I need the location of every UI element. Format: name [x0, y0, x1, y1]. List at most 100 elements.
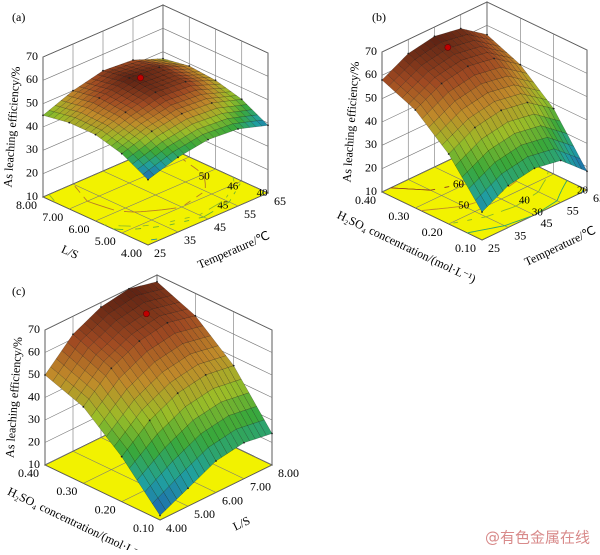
contour-label: 50 [458, 200, 470, 212]
y-tick-label: 65 [274, 194, 286, 208]
surface-patch [161, 466, 175, 487]
surface-patch [170, 102, 183, 110]
surface-point [447, 153, 450, 155]
surface-point [94, 133, 97, 136]
surface-patch [53, 113, 66, 120]
x-tick-label: 7.00 [42, 210, 63, 224]
surface-patch [217, 419, 231, 437]
surface-patch [125, 298, 140, 310]
surface-point [210, 102, 213, 104]
surface-patch [206, 93, 220, 99]
surface-patch [562, 142, 576, 158]
surface-point [440, 82, 443, 85]
surface-patch [527, 80, 541, 92]
surface-point [519, 63, 522, 66]
surface-point [120, 152, 123, 155]
x-tick-label: 0.30 [56, 484, 77, 498]
surface-patch [501, 170, 514, 186]
surface-patch [480, 189, 493, 208]
y-grid-line [408, 179, 509, 228]
watermark: @有色金属在线 [485, 529, 590, 547]
surface-patch [73, 378, 88, 393]
surface-patch [187, 340, 202, 353]
surface-patch [68, 117, 81, 126]
surface-patch [226, 123, 239, 132]
surface-patch [102, 68, 115, 73]
surface-patch [229, 99, 242, 107]
surface-patch [185, 78, 199, 82]
z-axis-title: As leaching efficiency/% [340, 61, 362, 183]
surface-patch [168, 480, 183, 500]
surface-patch [131, 330, 146, 342]
surface-point [128, 287, 130, 290]
contour-label: 40 [519, 194, 531, 206]
surface-patch [518, 116, 531, 131]
surface-patch [506, 75, 520, 87]
surface-point [271, 432, 273, 435]
surface-patch [160, 63, 173, 66]
surface-point [82, 405, 85, 408]
surface-patch [470, 30, 484, 39]
y-grid-line [44, 464, 161, 521]
surface-patch [193, 71, 206, 76]
surface-patch [229, 380, 244, 397]
z-tick-label: 50 [26, 95, 38, 109]
contour-line [112, 183, 241, 230]
surface-patch [176, 66, 190, 70]
surface-patch [200, 93, 214, 99]
y-grid-line [102, 170, 209, 220]
x-tick-label: 0.10 [133, 521, 154, 535]
z-tick-label: 60 [365, 67, 377, 81]
surface-point [102, 69, 104, 72]
surface-patch [213, 439, 228, 458]
surface-chart: 10 20 30 40 50 60 70 0.10 0.20 0.30 0.40 4.00 5.00 6.… [3, 274, 299, 555]
surface-patch [129, 461, 143, 481]
surface-patch [245, 109, 258, 116]
surface-patch [124, 70, 137, 75]
contour-label: 45 [217, 199, 229, 211]
surface-patch [87, 96, 100, 104]
y-tick-label: 4.00 [166, 521, 187, 535]
surface-patch [567, 144, 581, 160]
surface-patch [146, 69, 159, 75]
surface-point [493, 57, 495, 60]
z-tick-label: 70 [26, 49, 38, 63]
surface-chart: 102030405060700.100.200.300.402535455565… [335, 1, 600, 286]
surface-patch [455, 159, 468, 178]
surface-point [188, 65, 191, 67]
surface-patch [250, 406, 265, 423]
surface-patch [490, 178, 504, 197]
surface-patch [473, 40, 487, 48]
surface-patch [208, 443, 222, 462]
surface-patch [145, 79, 158, 85]
surface-point [207, 138, 209, 141]
surface-patch [181, 72, 194, 76]
surface-point [177, 156, 179, 159]
surface-patch [466, 56, 479, 66]
surface-point [407, 52, 410, 55]
surface-point [243, 441, 245, 444]
contour-label: 40 [257, 187, 269, 199]
surface-patch [83, 398, 97, 418]
surface-patch [121, 449, 136, 469]
surface-point [150, 130, 153, 133]
surface-patch [161, 82, 174, 89]
y-tick-label: 55 [567, 203, 579, 217]
x-tick-label: 0.10 [455, 241, 476, 255]
z-tick-label: 30 [365, 137, 377, 151]
surface-point [414, 109, 417, 111]
surface-patch [460, 28, 474, 37]
surface-patch [153, 289, 168, 299]
surface-point [132, 59, 134, 61]
x-tick-label: 6.00 [69, 222, 90, 236]
surface-patch [169, 116, 182, 127]
contour-line [581, 188, 585, 193]
contour-line [467, 180, 568, 234]
surface-point [138, 340, 141, 342]
surface-point [500, 109, 503, 112]
y-tick-label: 45 [214, 220, 226, 234]
surface-patch [197, 77, 211, 82]
surface-patch [157, 74, 170, 81]
surface-point [72, 333, 74, 336]
surface-patch [70, 104, 83, 112]
